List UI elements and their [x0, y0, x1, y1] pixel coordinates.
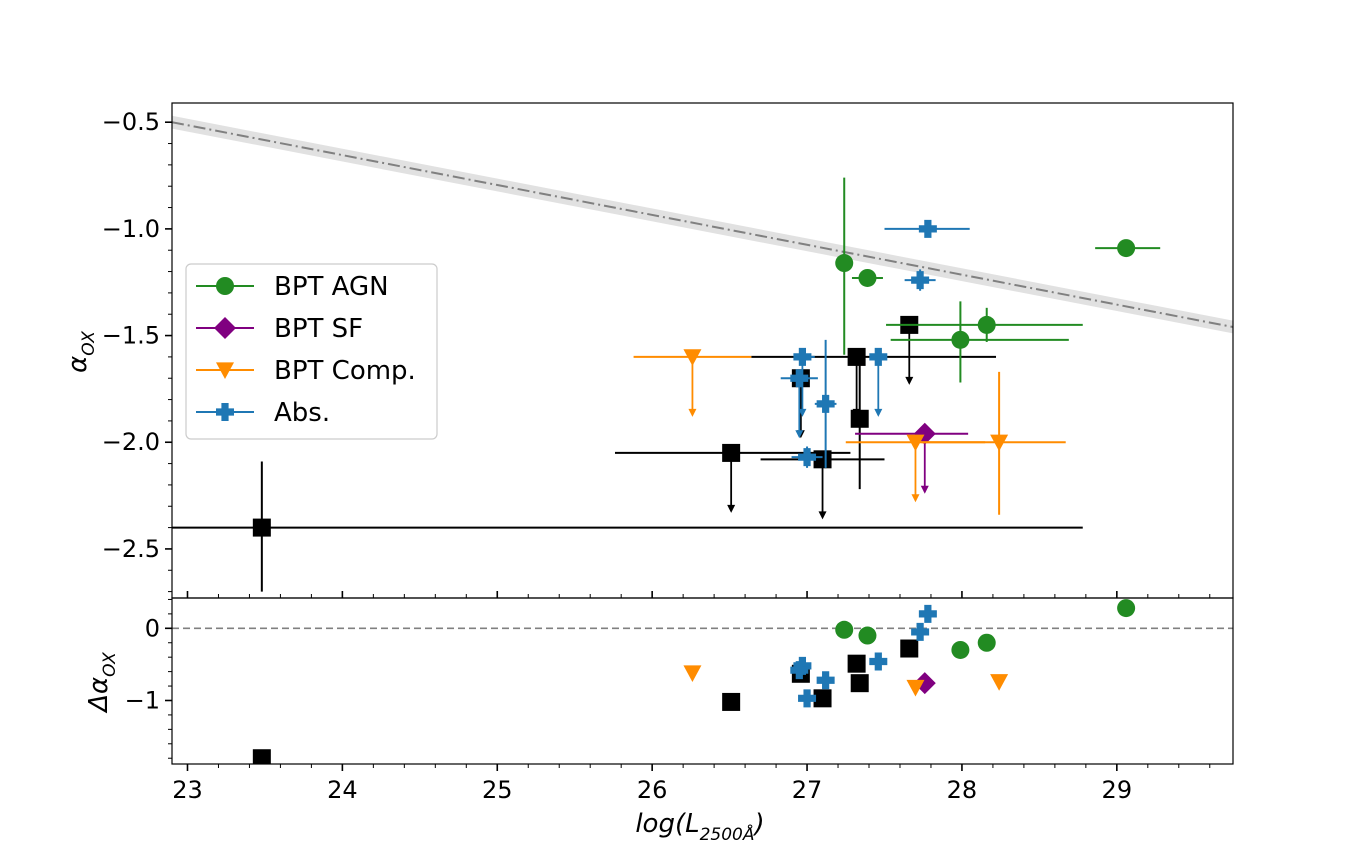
x-tick-label: 24	[327, 776, 358, 804]
data-point	[977, 315, 996, 334]
data-point	[813, 450, 832, 469]
residual-series-abs	[790, 604, 937, 708]
series-bpt-agn	[835, 177, 1161, 383]
data-point	[835, 254, 854, 273]
residual-point	[977, 633, 996, 652]
top-y-axis-title: αOX	[63, 331, 99, 373]
top-y-tick-label: −2.0	[102, 428, 160, 456]
data-point	[911, 271, 930, 290]
data-point	[683, 349, 702, 366]
bottom-panel-frame	[171, 597, 1234, 765]
data-point	[858, 268, 877, 287]
x-tick-label: 25	[482, 776, 513, 804]
residual-point	[900, 639, 919, 658]
residual-point	[790, 661, 809, 680]
bottom-y-tick-label: 0	[145, 614, 160, 642]
residual-series-bpt-comp	[683, 665, 1009, 697]
upper-limit-arrowhead	[727, 504, 736, 513]
legend: BPT AGN BPT SF BPT Comp. Abs.	[185, 263, 438, 440]
residual-point	[918, 604, 937, 623]
residual-point	[816, 671, 835, 690]
legend-label: Abs.	[274, 398, 330, 428]
data-point	[790, 369, 809, 388]
x-tick-label: 26	[637, 776, 668, 804]
x-tick-label: 27	[792, 776, 823, 804]
data-point	[906, 434, 925, 452]
residual-point	[990, 674, 1009, 691]
legend-label: BPT SF	[274, 314, 363, 344]
series-black-squares	[172, 315, 1083, 592]
residual-point	[850, 674, 869, 693]
upper-limit-arrowhead	[920, 485, 929, 494]
upper-limit-arrowhead	[818, 511, 827, 520]
upper-limit-arrowhead	[911, 494, 920, 503]
data-point	[850, 409, 869, 428]
top-y-tick-label: −1.5	[102, 322, 160, 350]
residual-point	[722, 692, 741, 711]
legend-entry: Abs.	[196, 398, 330, 428]
legend-marker	[216, 403, 234, 421]
residual-point	[951, 640, 970, 659]
residual-point	[911, 622, 930, 641]
data-point	[816, 394, 835, 413]
upper-limit-arrowhead	[795, 430, 804, 439]
bottom-panel-plot	[172, 599, 1233, 764]
data-point	[252, 518, 271, 537]
data-point	[951, 330, 970, 349]
x-tick-label: 23	[172, 776, 203, 804]
legend-entry: BPT SF	[196, 314, 363, 344]
upper-limit-arrowhead	[798, 408, 807, 417]
residual-point	[683, 665, 702, 683]
top-y-tick-label: −2.5	[102, 535, 160, 563]
residual-point	[1117, 599, 1136, 618]
legend-entry: BPT Comp.	[196, 356, 416, 386]
legend-marker	[214, 317, 236, 339]
relation-band	[172, 115, 1233, 334]
residual-series-black-squares	[252, 639, 919, 764]
axes-ticks: 23 24 25 26 27 28 29 −0.5 −1.0 −1.5 −2.0 −2.5 0 −1	[102, 108, 1211, 804]
upper-limit-arrowhead	[688, 408, 697, 417]
series-abs	[780, 219, 970, 468]
bottom-y-axis-title: ΔαOX	[84, 652, 120, 714]
residual-point	[252, 749, 271, 764]
residual-point	[906, 679, 925, 697]
residual-point	[813, 689, 832, 708]
top-y-tick-label: −0.5	[102, 108, 160, 136]
legend-marker	[216, 362, 234, 379]
residual-point	[835, 620, 854, 639]
residual-point	[858, 626, 877, 645]
data-point	[918, 219, 937, 238]
top-panel-plot	[172, 115, 1233, 592]
data-point	[793, 347, 812, 366]
data-point	[990, 434, 1009, 452]
residual-point	[798, 689, 817, 708]
x-axis-title: log(L2500Å)	[635, 809, 764, 845]
legend-box	[185, 263, 438, 440]
data-point	[847, 347, 866, 366]
residual-point	[869, 652, 888, 671]
legend-label: BPT Comp.	[274, 356, 416, 386]
data-point	[722, 443, 741, 462]
series-bpt-sf	[855, 422, 969, 494]
upper-limit-arrowhead	[905, 376, 914, 385]
bottom-y-tick-label: −1	[125, 686, 160, 714]
relation-line	[172, 121, 1233, 329]
residual-point	[847, 654, 866, 673]
top-y-tick-label: −1.0	[102, 215, 160, 243]
legend-entry: BPT AGN	[196, 272, 389, 302]
upper-limit-arrowhead	[874, 408, 883, 417]
data-point	[1117, 239, 1136, 258]
series-bpt-comp	[633, 349, 1066, 515]
x-tick-label: 29	[1102, 776, 1133, 804]
legend-marker	[216, 277, 234, 295]
legend-label: BPT AGN	[274, 272, 389, 302]
data-point	[798, 448, 817, 467]
x-tick-label: 28	[947, 776, 978, 804]
data-point	[869, 347, 888, 366]
residual-series-bpt-agn	[835, 599, 1136, 659]
